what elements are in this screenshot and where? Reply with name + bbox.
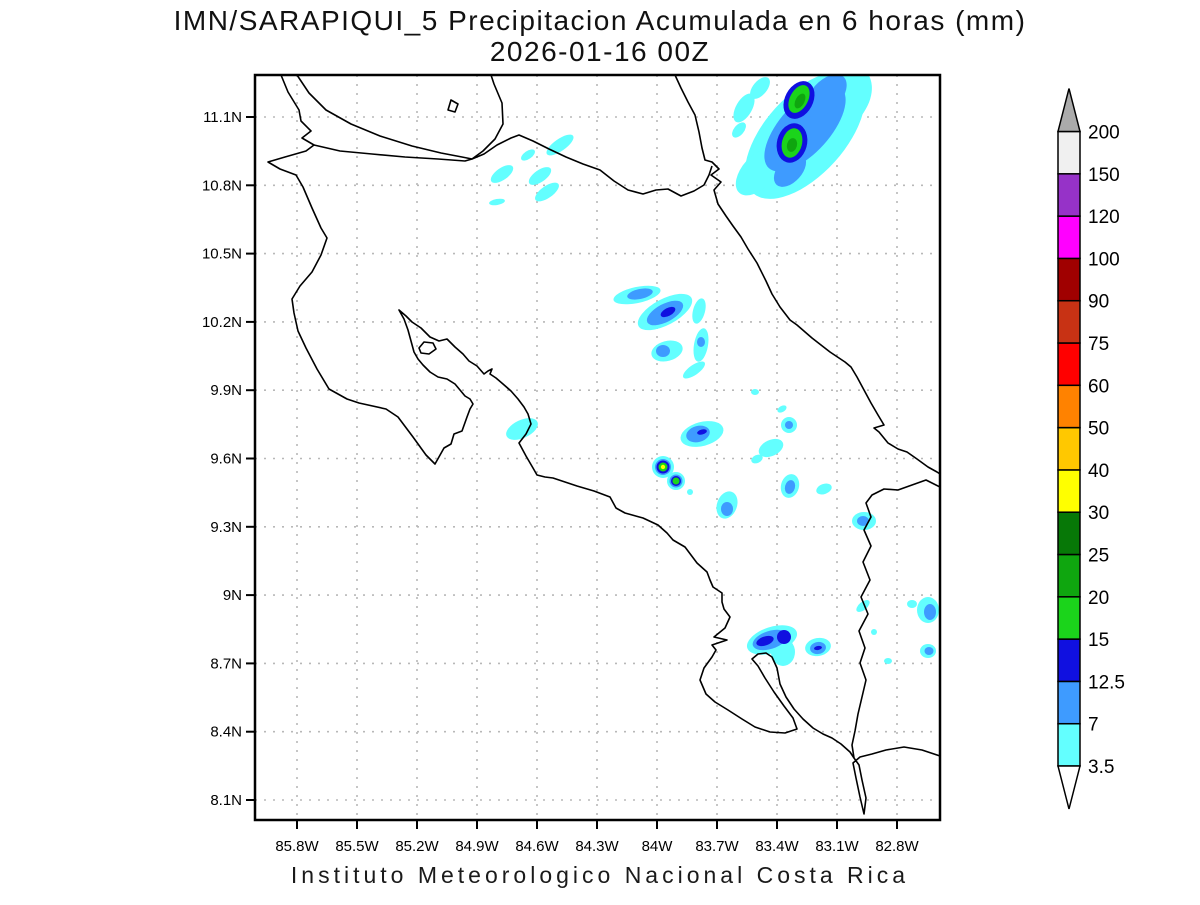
footer-attribution: Instituto Meteorologico Nacional Costa R… bbox=[290, 862, 910, 888]
colorbar-level-label: 120 bbox=[1088, 207, 1120, 228]
colorbar-segment bbox=[1057, 257, 1081, 302]
colorbar-over-arrow bbox=[1057, 88, 1081, 133]
lat-tick-label: 10.2N bbox=[202, 314, 242, 331]
colorbar-level-label: 30 bbox=[1088, 503, 1109, 524]
map-title-datetime: 2026-01-16 00Z bbox=[489, 36, 711, 67]
colorbar-level-label: 40 bbox=[1088, 461, 1109, 482]
longitude-axis: 85.8W 85.5W 85.2W 84.9W 84.6W 84.3W 84W 83.7W 83… bbox=[275, 838, 919, 855]
latitude-axis: 11.1N 10.8N 10.5N 10.2N 9.9N 9.6N 9.3N 9N 8.7N 8.… bbox=[202, 109, 242, 809]
lon-tick-label: 83.7W bbox=[695, 838, 739, 855]
precip-cell-yellow-core bbox=[660, 464, 666, 470]
colorbar-segment bbox=[1057, 638, 1081, 683]
lake-island bbox=[447, 99, 459, 113]
colorbar-segment bbox=[1057, 173, 1081, 217]
lat-tick-label: 10.5N bbox=[202, 246, 242, 263]
colorbar-level-label: 3.5 bbox=[1088, 757, 1114, 778]
colorbar-segment bbox=[1057, 384, 1081, 429]
lat-tick-label: 8.1N bbox=[210, 792, 242, 809]
lat-tick-label: 9.6N bbox=[210, 451, 242, 468]
axis-ticks bbox=[246, 116, 898, 829]
colorbar-segment bbox=[1057, 680, 1081, 725]
colorbar-level-label: 150 bbox=[1088, 165, 1120, 186]
colorbar-segment bbox=[1057, 553, 1081, 598]
lat-tick-label: 10.8N bbox=[202, 177, 242, 194]
colorbar-segment bbox=[1057, 596, 1081, 640]
colorbar-level-label: 100 bbox=[1088, 249, 1120, 270]
colorbar-segment bbox=[1057, 511, 1081, 556]
lon-tick-label: 84.9W bbox=[455, 838, 499, 855]
colorbar-segment bbox=[1057, 342, 1081, 387]
lat-tick-label: 9.3N bbox=[210, 519, 242, 536]
lon-tick-label: 83.4W bbox=[755, 838, 799, 855]
border-nicaragua bbox=[313, 134, 713, 197]
precip-cells-green-core bbox=[786, 93, 806, 152]
lon-tick-label: 85.2W bbox=[395, 838, 439, 855]
colorbar-segment bbox=[1057, 215, 1081, 260]
colorbar-level-label: 75 bbox=[1088, 334, 1109, 355]
lake-nicaragua-shore bbox=[296, 75, 504, 160]
lat-tick-label: 11.1N bbox=[203, 109, 242, 126]
colorbar-level-label: 200 bbox=[1088, 123, 1120, 144]
map-title: IMN/SARAPIQUI_5 Precipitacion Acumulada … bbox=[173, 5, 1027, 36]
lon-tick-label: 85.8W bbox=[275, 838, 319, 855]
colorbar-segment bbox=[1057, 722, 1081, 767]
colorbar-segment bbox=[1057, 469, 1081, 513]
colorbar-level-label: 60 bbox=[1088, 376, 1109, 397]
lon-tick-label: 84.3W bbox=[575, 838, 619, 855]
lon-tick-label: 85.5W bbox=[335, 838, 379, 855]
coastline-pacific bbox=[267, 75, 940, 815]
lon-tick-label: 84.6W bbox=[515, 838, 559, 855]
map-frame bbox=[253, 73, 942, 822]
lat-tick-label: 8.7N bbox=[210, 655, 242, 672]
lon-tick-label: 82.8W bbox=[875, 838, 919, 855]
lat-tick-label: 9N bbox=[223, 587, 242, 604]
precipitation-layer bbox=[489, 75, 939, 666]
colorbar-segment bbox=[1057, 130, 1081, 175]
colorbar-level-label: 12.5 bbox=[1088, 672, 1125, 693]
lon-tick-label: 83.1W bbox=[815, 838, 859, 855]
precipitation-colorbar: 3.5 7 12.5 15 20 25 30 40 50 60 75 90 100 120 150 200 bbox=[1057, 88, 1125, 810]
isla-chira bbox=[418, 341, 437, 355]
colorbar-segment bbox=[1057, 426, 1081, 471]
coastline-layer bbox=[267, 75, 940, 815]
colorbar-level-label: 90 bbox=[1088, 292, 1109, 313]
colorbar-level-label: 7 bbox=[1088, 715, 1099, 736]
colorbar-level-label: 15 bbox=[1088, 630, 1109, 651]
colorbar-level-label: 50 bbox=[1088, 419, 1109, 440]
precip-cells-light bbox=[489, 75, 939, 666]
colorbar-level-label: 25 bbox=[1088, 546, 1109, 567]
graticule bbox=[255, 75, 940, 820]
colorbar-under-arrow bbox=[1057, 765, 1081, 810]
coastline-caribbean bbox=[674, 75, 940, 475]
lat-tick-label: 8.4N bbox=[210, 724, 242, 741]
border-panama bbox=[851, 479, 940, 759]
lon-tick-label: 84W bbox=[642, 838, 674, 855]
colorbar-segment bbox=[1057, 299, 1081, 344]
lat-tick-label: 9.9N bbox=[210, 382, 242, 399]
colorbar-level-label: 20 bbox=[1088, 588, 1109, 609]
